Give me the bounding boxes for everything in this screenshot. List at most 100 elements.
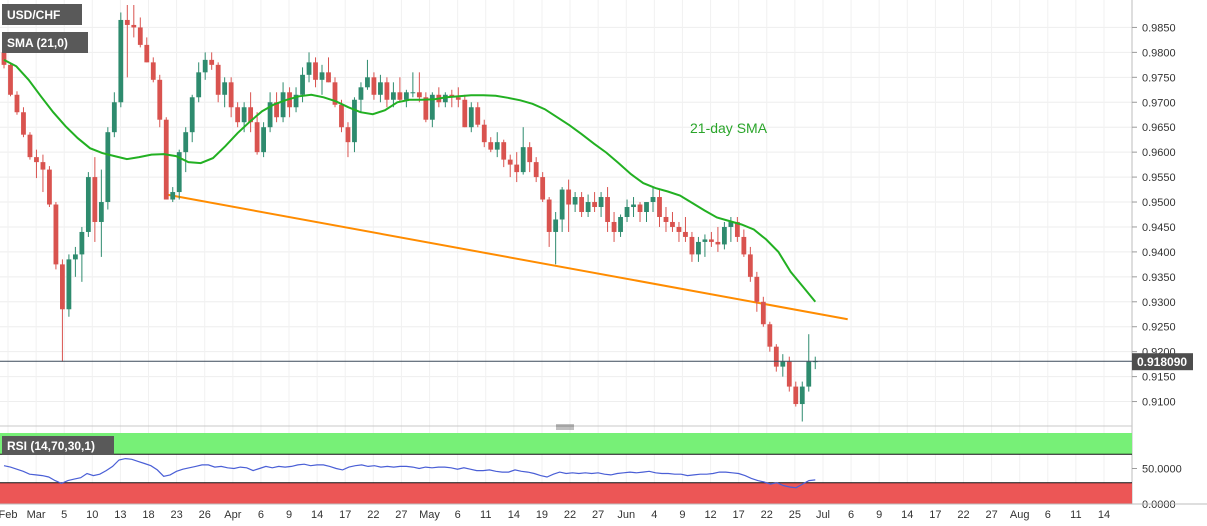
candle-body — [403, 92, 409, 100]
candle-body — [416, 92, 422, 98]
candle-body — [741, 236, 747, 255]
time-tick-label: 17 — [339, 509, 351, 521]
time-tick-label: 14 — [311, 509, 323, 521]
candle-body — [150, 62, 156, 80]
candle-body — [806, 361, 812, 387]
candle — [709, 231, 714, 247]
candle — [773, 344, 779, 372]
candle — [196, 62, 202, 103]
candle-body — [611, 221, 617, 232]
time-tick-label: 17 — [733, 509, 745, 521]
candle — [378, 74, 383, 103]
candle-body — [624, 207, 630, 217]
candle — [683, 216, 688, 242]
candle — [702, 234, 708, 257]
candle-body — [488, 142, 494, 150]
candle — [34, 149, 39, 179]
candle — [689, 231, 695, 262]
candle — [170, 187, 176, 203]
candle — [222, 77, 228, 108]
candle-body — [572, 197, 578, 205]
price-tick-label: 0.9500 — [1142, 197, 1176, 209]
candle — [598, 192, 604, 217]
candle — [605, 187, 610, 232]
price-tick-label: 0.9100 — [1142, 397, 1176, 409]
candle — [553, 212, 559, 265]
candle — [280, 82, 286, 123]
time-tick-label: 26 — [199, 509, 211, 521]
candle — [566, 179, 572, 232]
candle — [715, 226, 721, 252]
candle-body — [546, 199, 552, 232]
rsi-legend-text: RSI (14,70,30,1) — [7, 439, 95, 453]
price-tick-label: 0.9650 — [1142, 122, 1176, 134]
candle — [410, 72, 416, 98]
symbol-label-text: USD/CHF — [7, 8, 60, 22]
candle — [696, 236, 701, 262]
pane-resize-handle[interactable] — [556, 424, 574, 430]
candle-body — [40, 162, 46, 170]
candle — [105, 127, 111, 210]
candle — [40, 154, 46, 193]
candle-body — [222, 82, 228, 95]
time-tick-label: Aug — [1010, 509, 1030, 521]
candle-body — [676, 226, 682, 232]
time-tick-label: 22 — [564, 509, 576, 521]
candle — [644, 202, 649, 222]
candle-body — [507, 159, 513, 165]
candle-body — [235, 107, 241, 123]
time-tick-label: 10 — [86, 509, 98, 521]
time-tick-label: 12 — [704, 509, 716, 521]
candle — [488, 137, 494, 153]
candle — [60, 259, 65, 362]
candle — [520, 127, 526, 175]
candle — [391, 82, 396, 108]
candle-body — [209, 59, 215, 65]
candle-body — [72, 254, 78, 260]
candle-body — [592, 202, 597, 208]
candle-body — [358, 87, 364, 100]
rsi-line — [3, 457, 816, 489]
candle-body — [410, 92, 416, 94]
candle — [215, 62, 221, 103]
candle — [163, 117, 169, 200]
candle-body — [378, 82, 383, 95]
candle-body — [760, 301, 766, 325]
rsi-tick-label: 50.0000 — [1142, 464, 1182, 476]
candle-body — [650, 197, 656, 203]
candle — [403, 89, 409, 108]
descending-trendline — [166, 193, 848, 321]
candle-body — [799, 386, 805, 405]
candle — [429, 92, 435, 128]
candle — [540, 172, 546, 203]
time-tick-label: 27 — [985, 509, 997, 521]
time-tick-label: 17 — [929, 509, 941, 521]
candle-body — [605, 197, 610, 222]
sma-annotation: 21-day SMA — [690, 120, 768, 136]
candle — [397, 77, 403, 103]
candle — [611, 212, 617, 242]
candle-body — [105, 132, 111, 203]
candle — [293, 87, 299, 113]
candle — [481, 119, 487, 148]
trendline-layer — [166, 193, 848, 321]
candle — [235, 102, 241, 128]
candle-body — [215, 64, 221, 95]
candle-body — [494, 142, 500, 150]
candle — [157, 74, 163, 128]
candle-body — [631, 204, 636, 208]
candle-body — [157, 79, 163, 120]
candle-body — [481, 124, 487, 143]
candle-body — [566, 189, 572, 205]
candle — [98, 169, 104, 257]
candle — [501, 139, 507, 168]
time-tick-label: 9 — [876, 509, 882, 521]
price-tick-label: 0.9250 — [1142, 322, 1176, 334]
sma-legend-label: SMA (21,0) — [2, 32, 88, 53]
candle-body — [397, 92, 403, 100]
time-tick-label: 25 — [789, 509, 801, 521]
candle — [657, 189, 662, 227]
candle-body — [306, 62, 312, 75]
candle-body — [391, 92, 396, 100]
candle — [21, 107, 26, 138]
